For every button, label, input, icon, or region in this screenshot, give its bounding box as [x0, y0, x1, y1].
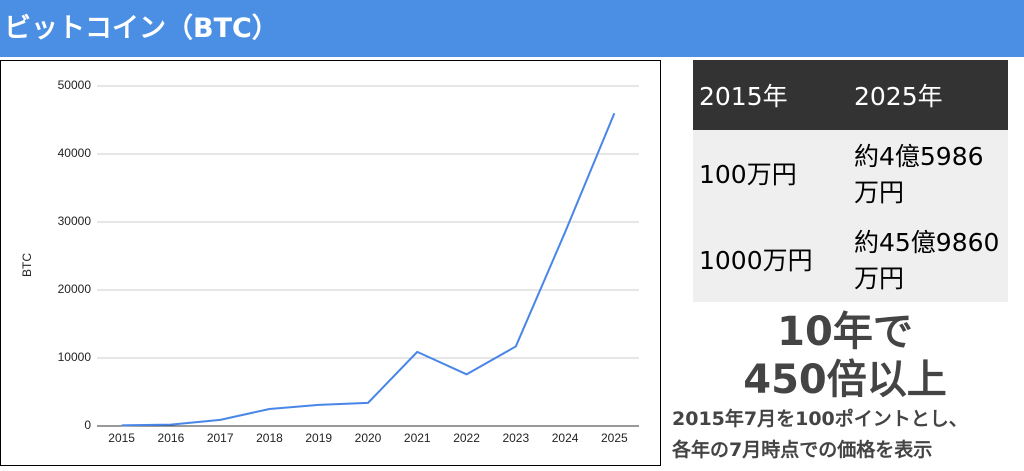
table-header: 2015年 2025年 [693, 60, 1008, 130]
note-line: 各年の7月時点での価格を表示 [672, 439, 933, 461]
chart: BTC 0 10000 20000 30000 40000 50000 2015 2016 20… [0, 60, 661, 466]
cell: 約4億5986万円 [848, 130, 1008, 216]
x-tick-label: 2019 [305, 431, 332, 445]
callout-line: 450倍以上 [743, 357, 947, 403]
x-tick-label: 2018 [256, 431, 283, 445]
line [121, 112, 616, 427]
y-tick-label: 30000 [58, 214, 92, 228]
table: 2015年 2025年 100万円 約4億5986万円 1000万円 約45億9860… [693, 60, 1008, 302]
cell: 1000万円 [693, 216, 848, 302]
cell: 100万円 [693, 130, 848, 216]
x-tick-label: 2025 [601, 431, 628, 445]
cell: 約45億9860万円 [848, 216, 1008, 302]
x-tick-label: 2017 [207, 431, 234, 445]
y-tick-label: 40000 [58, 146, 92, 160]
x-tick-label: 2015 [108, 431, 135, 445]
title-bar: ビットコイン（BTC） [0, 0, 1024, 57]
title: ビットコイン（BTC） [4, 13, 279, 44]
x-tick-label: 2016 [158, 431, 185, 445]
chart-frame [0, 60, 661, 466]
y-axis-label: BTC [20, 253, 34, 277]
y-tick-label: 0 [84, 418, 91, 432]
header-cell: 2025年 [848, 60, 1008, 130]
header-cell: 2015年 [693, 60, 848, 130]
x-tick-label: 2020 [355, 431, 382, 445]
note: 2015年7月を100ポイントとし、 各年の7月時点での価格を表示 [672, 404, 968, 466]
table-row: 100万円 約4億5986万円 [693, 130, 1008, 216]
y-tick-label: 20000 [58, 282, 92, 296]
x-tick-label: 2021 [404, 431, 431, 445]
table-row: 1000万円 約45億9860万円 [693, 216, 1008, 302]
y-tick-label: 50000 [58, 78, 92, 92]
callout-line: 10年で [777, 309, 913, 355]
x-tick-label: 2023 [502, 431, 529, 445]
x-tick-label: 2024 [552, 431, 579, 445]
x-tick-label: 2022 [453, 431, 480, 445]
y-tick-label: 10000 [58, 350, 92, 364]
callout: 10年で 450倍以上 [680, 308, 1010, 404]
note-line: 2015年7月を100ポイントとし、 [672, 408, 968, 430]
